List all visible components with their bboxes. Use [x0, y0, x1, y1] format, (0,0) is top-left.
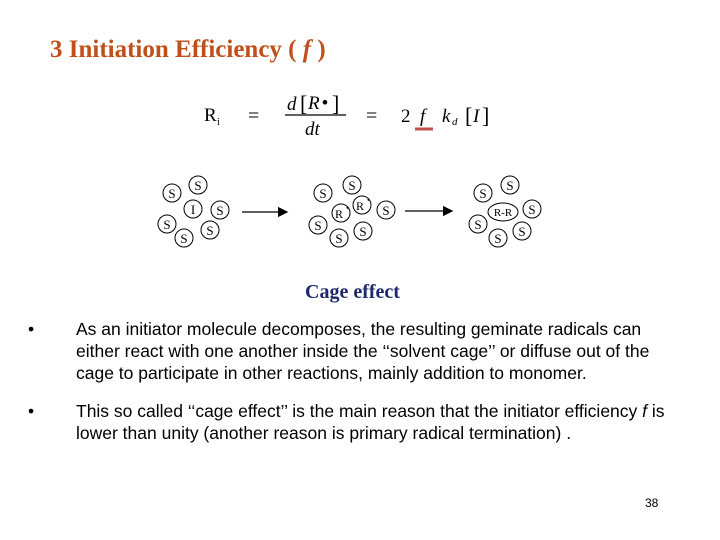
solvent-molecule: S — [174, 228, 194, 248]
solvent-molecule: S — [468, 214, 488, 234]
radical: R • — [331, 203, 351, 223]
eq-bracket-open: [ — [300, 91, 307, 116]
eq-numerator-dot: • — [322, 93, 328, 112]
bullet-list: • As an initiator molecule decomposes, t… — [24, 318, 684, 460]
svg-text:S: S — [518, 224, 525, 239]
title-suffix: ) — [311, 36, 326, 63]
title-prefix: 3 Initiation Efficiency ( — [50, 36, 303, 63]
solvent-molecule: S — [353, 221, 373, 241]
svg-text:S: S — [494, 231, 501, 246]
bullet-text: As an initiator molecule decomposes, the… — [76, 319, 650, 383]
svg-text:R: R — [356, 199, 364, 213]
svg-text:S: S — [359, 224, 366, 239]
initiator-molecule: I — [183, 199, 203, 219]
solvent-molecule: S — [200, 220, 220, 240]
bullet-item: • As an initiator molecule decomposes, t… — [24, 318, 684, 384]
solvent-molecule: S — [488, 228, 508, 248]
eq-initiator: I — [472, 106, 481, 127]
solvent-molecule: S — [500, 175, 520, 195]
rate-equation: R i = d [ R • ] dt = 2 f k d [ I ] — [204, 91, 489, 140]
radical: R • — [352, 195, 372, 215]
svg-text:S: S — [528, 202, 535, 217]
solvent-molecule: S — [329, 228, 349, 248]
svg-text:•: • — [346, 203, 349, 213]
svg-text:S: S — [206, 223, 213, 238]
slide-title: 3 Initiation Efficiency ( f ) — [50, 36, 326, 64]
svg-text:S: S — [474, 217, 481, 232]
svg-text:S: S — [216, 203, 223, 218]
eq-factor: 2 — [401, 106, 411, 127]
eq-numerator-d: d — [287, 94, 297, 115]
eq-denominator: dt — [305, 119, 321, 140]
solvent-molecule: S — [512, 221, 532, 241]
svg-text:I: I — [191, 202, 195, 217]
svg-text:S: S — [194, 178, 201, 193]
svg-text:S: S — [314, 218, 321, 233]
svg-text:S: S — [319, 186, 326, 201]
solvent-molecule: S — [313, 183, 333, 203]
svg-text:S: S — [348, 178, 355, 193]
solvent-molecule: S — [162, 183, 182, 203]
bullet-symbol: f — [642, 401, 648, 421]
bullet-marker: • — [28, 401, 35, 421]
bullet-item: • This so called ‘‘cage effect’’ is the … — [24, 400, 684, 444]
title-symbol: f — [302, 36, 312, 63]
eq-equals-1: = — [248, 105, 259, 127]
initial-cage: S S I S S S S — [157, 175, 230, 248]
solvent-molecule: S — [473, 183, 493, 203]
svg-text:•: • — [367, 195, 370, 205]
eq-bracket-close: ] — [332, 91, 339, 116]
svg-text:S: S — [180, 231, 187, 246]
eq-rate-constant-subscript: d — [452, 116, 458, 128]
page-number: 38 — [645, 496, 659, 510]
solvent-molecule: S — [342, 175, 362, 195]
svg-text:S: S — [168, 186, 175, 201]
solvent-molecule: S — [522, 199, 542, 219]
product-cage: S S R-R S S S S — [468, 175, 542, 248]
svg-text:S: S — [335, 231, 342, 246]
diagram-caption: Cage effect — [305, 281, 400, 303]
svg-text:S: S — [163, 217, 170, 232]
svg-text:S: S — [479, 186, 486, 201]
svg-text:R-R: R-R — [494, 207, 513, 219]
solvent-molecule: S — [376, 200, 396, 220]
svg-text:S: S — [506, 178, 513, 193]
radical-cage: S S R • R • S S S S — [308, 175, 396, 248]
bullet-text-after: is lower than unity (another reason is p… — [76, 401, 665, 443]
svg-text:S: S — [382, 203, 389, 218]
solvent-molecule: S — [308, 215, 328, 235]
eq-lhs-subscript: i — [217, 117, 220, 128]
eq-bracket2-close: ] — [482, 103, 489, 128]
bullet-text-before: This so called ‘‘cage effect’’ is the ma… — [76, 401, 643, 421]
eq-equals-2: = — [366, 105, 377, 127]
eq-lhs: R — [204, 105, 217, 126]
eq-numerator-species: R — [307, 93, 320, 114]
eq-bracket2-open: [ — [465, 103, 472, 128]
eq-rate-constant: k — [442, 106, 451, 127]
solvent-molecule: S — [157, 214, 177, 234]
solvent-molecule: S — [188, 175, 208, 195]
eq-efficiency: f — [420, 106, 428, 127]
svg-text:R: R — [335, 207, 343, 221]
recombined-product: R-R — [487, 202, 519, 222]
bullet-marker: • — [28, 319, 35, 339]
solvent-molecule: S — [210, 200, 230, 220]
cage-effect-diagram: S S I S S S S S S R • R • S S S S S S R-R … — [157, 175, 542, 248]
